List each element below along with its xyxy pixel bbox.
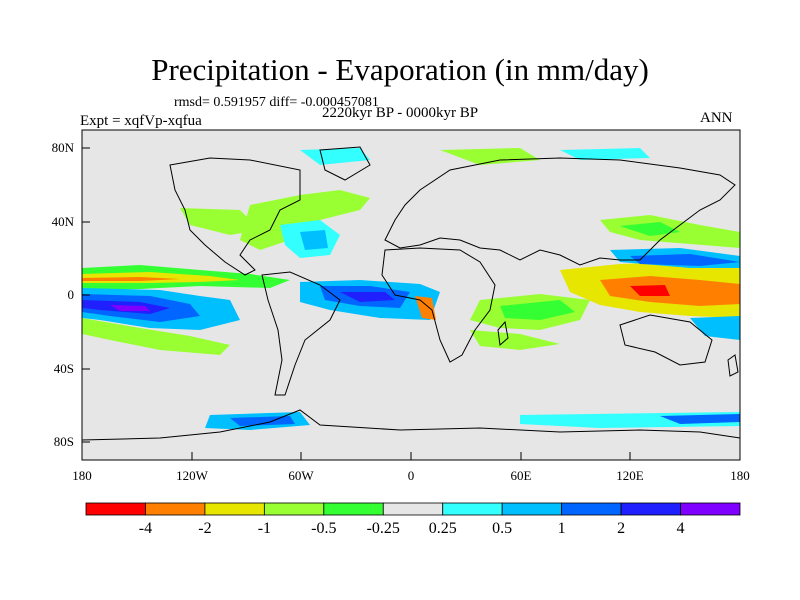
anomaly-wetter-north-atlantic: [300, 230, 328, 250]
colorbar-swatch: [442, 502, 503, 516]
lat-label-0: 0: [67, 287, 75, 302]
coastline-greenland: [319, 146, 371, 181]
coastline-australia: [619, 314, 713, 366]
coastlines: [81, 146, 741, 441]
colorbar-swatch: [204, 502, 265, 516]
anomaly-drier-pacific-core: [82, 277, 180, 281]
colorbar-label: -1: [257, 520, 272, 537]
anomaly-wettest-atlantic-core: [340, 292, 395, 302]
colorbar-swatch: [620, 502, 681, 516]
lon-label-180w: 180: [72, 468, 92, 483]
anomaly-dry-gulf-guinea: [415, 296, 436, 320]
lon-label-60e: 60E: [510, 468, 532, 483]
coastline-africa: [381, 247, 496, 363]
anomaly-southern-ocean-far-east: [660, 414, 740, 424]
colorbar-swatch: [680, 502, 741, 516]
stats-text: rmsd= 0.591957 diff= -0.000457081: [174, 95, 379, 110]
colorbar-label: 0.25: [428, 520, 457, 537]
season-text: ANN: [700, 110, 733, 126]
anomaly-spcz-dry: [82, 318, 230, 355]
colorbar-swatch: [323, 502, 384, 516]
anomaly-fields: [82, 148, 740, 430]
anomaly-wetter-west-pacific: [630, 254, 740, 266]
colorbar-label: -2: [198, 520, 212, 537]
colorbar-label: 0.5: [492, 520, 513, 537]
colorbar-label: 1: [557, 520, 566, 537]
lon-label-180e: 180: [730, 468, 750, 483]
lat-label-80n: 80N: [51, 140, 74, 155]
colorbar-swatch: [382, 502, 444, 516]
colorbar-swatch: [85, 502, 146, 516]
colorbar-label: 4: [676, 520, 685, 537]
colorbar-label: -4: [138, 520, 153, 537]
coastline-new-zealand: [727, 354, 739, 377]
lat-label-80s: 80S: [53, 434, 74, 449]
lon-label-0: 0: [407, 468, 415, 483]
anomaly-arctic-siberia: [560, 148, 650, 160]
period-text: 2220kyr BP - 0000kyr BP: [322, 105, 479, 121]
experiment-text: Expt = xqfVp-xqfua: [80, 113, 202, 129]
coastline-madagascar: [497, 320, 509, 346]
anomaly-driest-maritime-continent: [630, 285, 670, 296]
coastline-antarctica: [81, 409, 741, 441]
anomaly-arctic-canada: [300, 148, 370, 165]
colorbar-swatch: [501, 502, 563, 516]
colorbar-label: -0.25: [366, 520, 400, 537]
anomaly-arctic-asia: [440, 148, 540, 165]
colorbar: [85, 502, 741, 516]
anomaly-drier-maritime-continent: [600, 276, 740, 306]
colorbar-swatch: [561, 502, 622, 516]
colorbar-label: 2: [617, 520, 626, 537]
anomaly-dry-south-indian: [470, 330, 560, 350]
lat-label-40s: 40S: [53, 361, 74, 376]
colorbar-swatch: [263, 502, 325, 516]
lon-label-120e: 120E: [616, 468, 644, 483]
chart-title: Precipitation - Evaporation (in mm/day): [151, 52, 649, 87]
colorbar-swatch: [145, 502, 206, 516]
anomaly-extreme-pacific-core: [110, 305, 150, 311]
anomaly-wet-indian-ocean: [500, 300, 575, 320]
coastline-south-america: [261, 271, 341, 396]
lat-label-40n: 40N: [51, 214, 74, 229]
anomaly-dry-north-atlantic-2: [180, 208, 260, 235]
colorbar-label: -0.5: [311, 520, 337, 537]
anomaly-wet-south-west-pacific: [690, 316, 740, 340]
coastline-eurasia: [384, 157, 736, 266]
anomaly-wet-east-asia: [620, 222, 680, 236]
coastline-north-america: [169, 157, 301, 276]
lon-label-120w: 120W: [176, 468, 208, 483]
lon-label-60w: 60W: [288, 468, 314, 483]
anomaly-dry-north-atlantic: [240, 190, 370, 250]
axis-ticks: [81, 147, 741, 460]
